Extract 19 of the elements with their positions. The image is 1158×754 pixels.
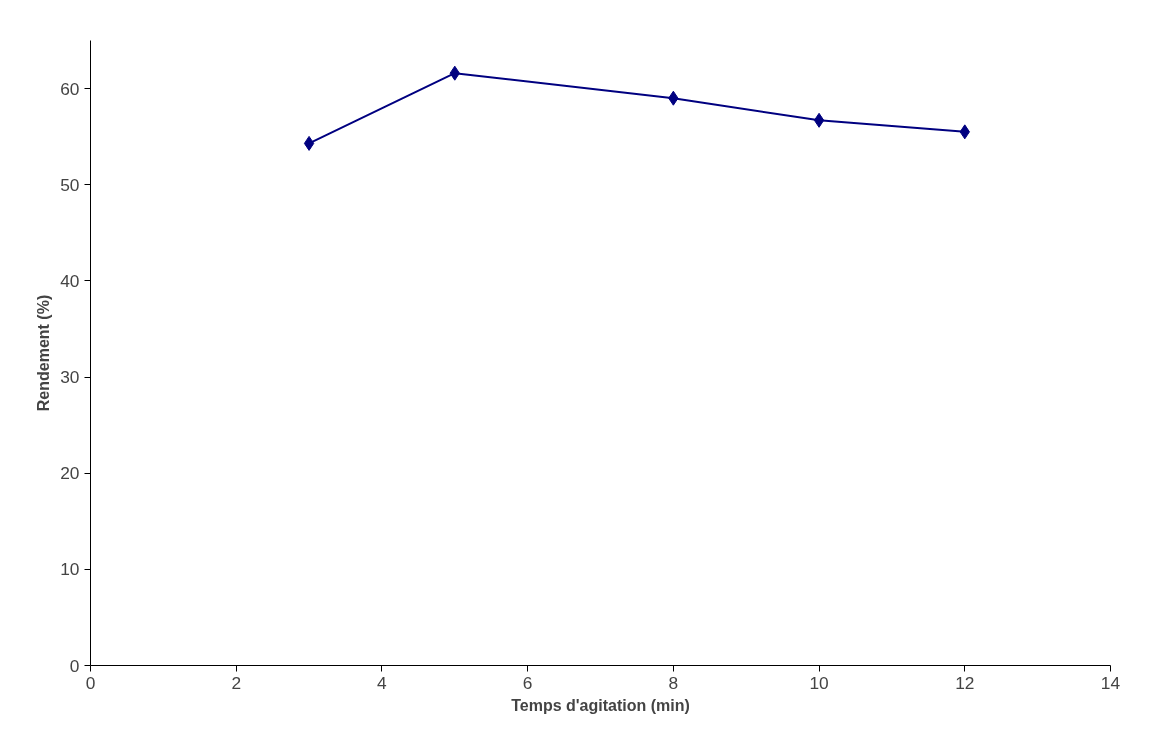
point <box>303 135 315 151</box>
y-tick-label: 10 <box>60 559 80 580</box>
x-tick-label: 2 <box>231 672 242 693</box>
x-tick-label: 12 <box>955 672 975 693</box>
x-tick-label: 6 <box>522 672 533 693</box>
y-tick-label: 20 <box>60 463 80 484</box>
x-tick-label: 10 <box>809 672 829 693</box>
y-tick-label: 40 <box>60 270 80 291</box>
x-tick-label: 0 <box>85 672 96 693</box>
y-tick-label: 30 <box>60 367 80 388</box>
y-tick-label: 0 <box>69 655 80 676</box>
y-axis-title: Rendement (%) <box>35 294 53 412</box>
point <box>813 112 825 128</box>
x-tick-label: 4 <box>377 672 388 693</box>
x-tick-label: 8 <box>668 672 679 693</box>
x-axis-title: Temps d'agitation (min) <box>511 696 690 714</box>
x-tick-label: 14 <box>1100 672 1121 693</box>
y-tick-label: 60 <box>60 78 80 99</box>
y-tick-label: 50 <box>60 174 80 195</box>
